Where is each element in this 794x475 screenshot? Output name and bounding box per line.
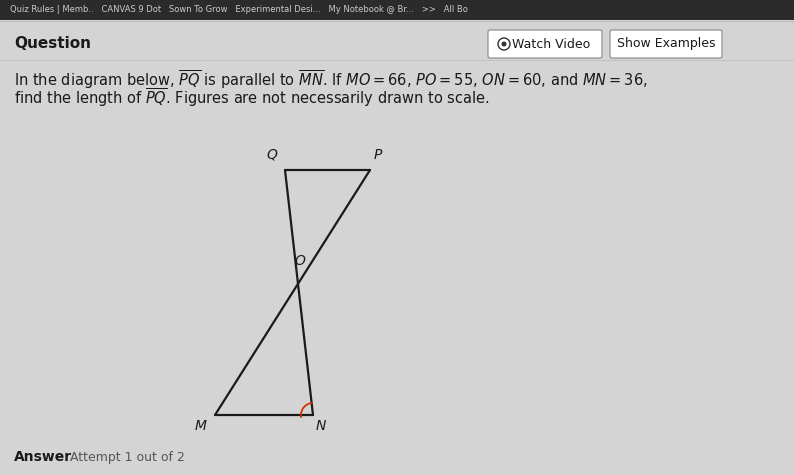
Text: N: N — [315, 419, 326, 433]
Text: Answer: Answer — [14, 450, 72, 464]
Text: Q: Q — [266, 148, 277, 162]
Text: Attempt 1 out of 2: Attempt 1 out of 2 — [70, 450, 185, 464]
Text: In the diagram below, $\overline{PQ}$ is parallel to $\overline{MN}$. If $MO = 6: In the diagram below, $\overline{PQ}$ is… — [14, 69, 648, 91]
Circle shape — [502, 41, 507, 47]
Text: Quiz Rules | Memb..   CANVAS 9 Dot   Sown To Grow   Experimental Desi...   My No: Quiz Rules | Memb.. CANVAS 9 Dot Sown To… — [10, 6, 468, 15]
FancyBboxPatch shape — [610, 30, 722, 58]
Text: Question: Question — [14, 37, 91, 51]
Text: Show Examples: Show Examples — [617, 38, 715, 50]
Bar — [0, 0, 794, 20]
Text: P: P — [374, 148, 383, 162]
Text: Watch Video: Watch Video — [512, 38, 590, 50]
Text: find the length of $\overline{PQ}$. Figures are not necessarily drawn to scale.: find the length of $\overline{PQ}$. Figu… — [14, 87, 489, 109]
Text: M: M — [195, 419, 207, 433]
Text: O: O — [294, 254, 305, 268]
FancyBboxPatch shape — [488, 30, 602, 58]
